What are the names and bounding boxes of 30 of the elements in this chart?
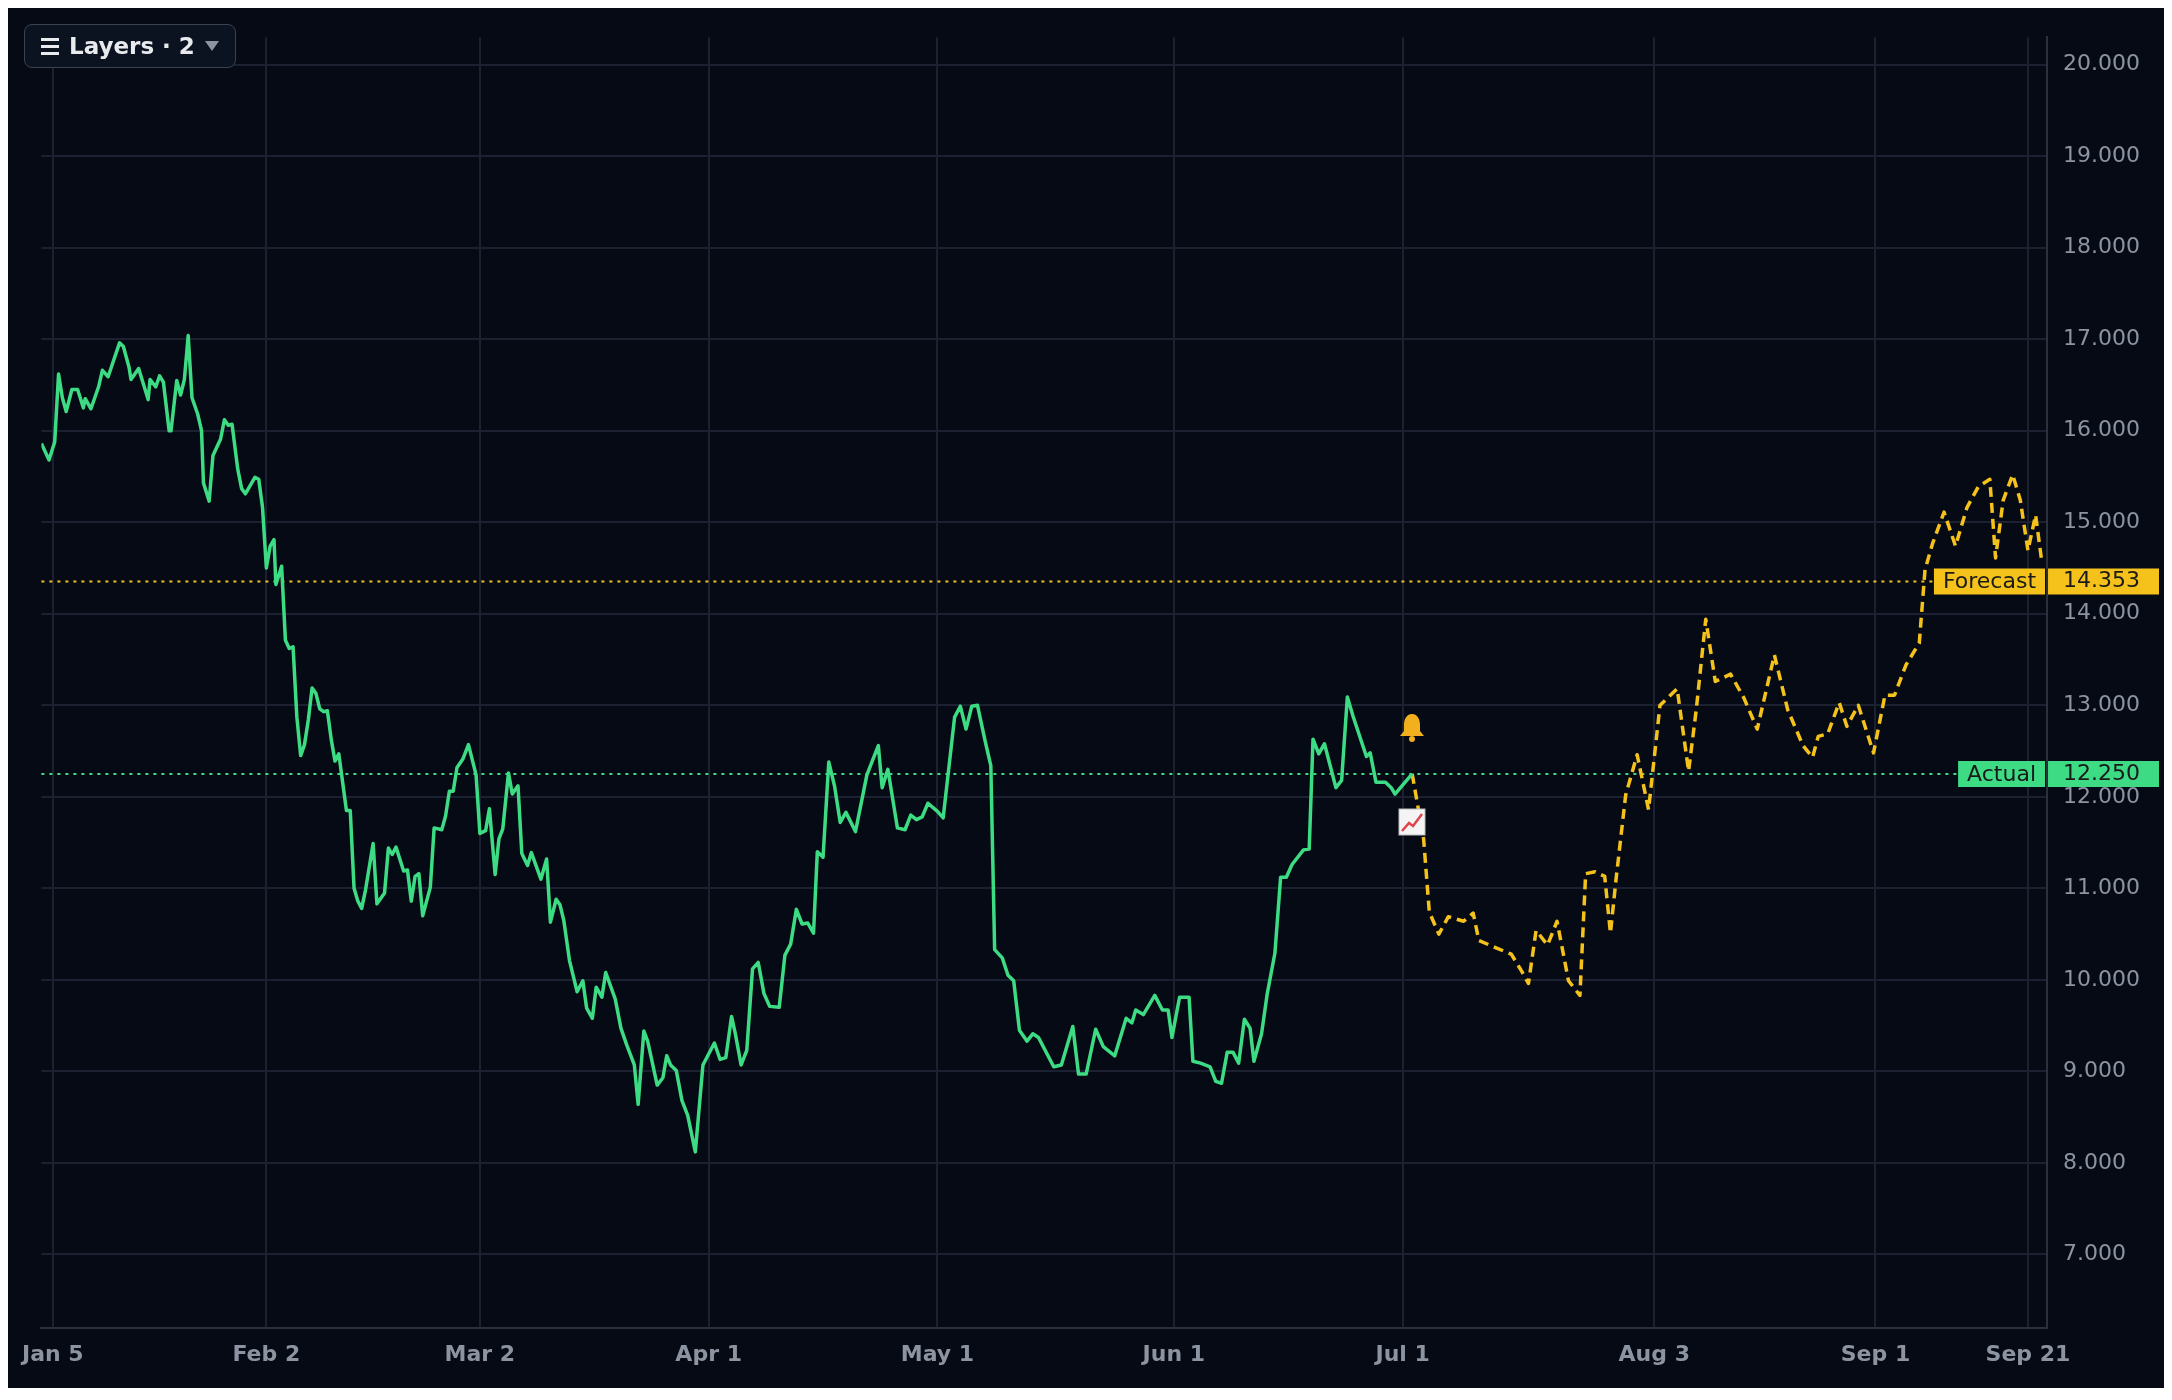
ref-line-label: Actual: [1967, 760, 2037, 786]
y-tick-label: 16.000: [2063, 416, 2141, 442]
y-tick-label: 14.000: [2063, 599, 2141, 625]
x-tick-label: Sep 1: [1840, 1340, 1911, 1366]
y-tick-label: 15.000: [2063, 507, 2141, 533]
ref-line-label: Forecast: [1942, 568, 2037, 594]
x-tick-label: Jun 1: [1140, 1340, 1206, 1366]
x-tick-label: Mar 2: [444, 1340, 516, 1366]
y-tick-label: 8.000: [2063, 1148, 2127, 1174]
y-tick-label: 11.000: [2063, 874, 2141, 900]
y-tick-label: 12.000: [2063, 782, 2141, 808]
x-tick-label: Aug 3: [1618, 1340, 1690, 1366]
y-tick-label: 18.000: [2063, 233, 2141, 259]
x-tick-label: Jan 5: [19, 1340, 84, 1366]
x-tick-label: Apr 1: [675, 1340, 742, 1366]
y-tick-label: 14.353: [2063, 567, 2141, 593]
x-tick-label: Feb 2: [232, 1340, 301, 1366]
y-tick-label: 19.000: [2063, 141, 2141, 167]
x-tick-label: Sep 21: [1985, 1340, 2071, 1366]
x-tick-label: Jul 1: [1373, 1340, 1430, 1366]
y-tick-label: 10.000: [2063, 965, 2141, 991]
layers-dropdown-button: Layers · 2: [24, 24, 236, 68]
y-tick-label: 17.000: [2063, 324, 2141, 350]
annotation: Layers · 2: [69, 33, 195, 59]
y-tick-label: 13.000: [2063, 691, 2141, 716]
y-tick-label: 9.000: [2063, 1057, 2127, 1083]
x-tick-label: May 1: [900, 1340, 975, 1366]
y-tick-label: 20.000: [2063, 50, 2141, 76]
y-tick-label: 7.000: [2063, 1240, 2127, 1266]
y-tick-label: 12.250: [2063, 759, 2141, 785]
